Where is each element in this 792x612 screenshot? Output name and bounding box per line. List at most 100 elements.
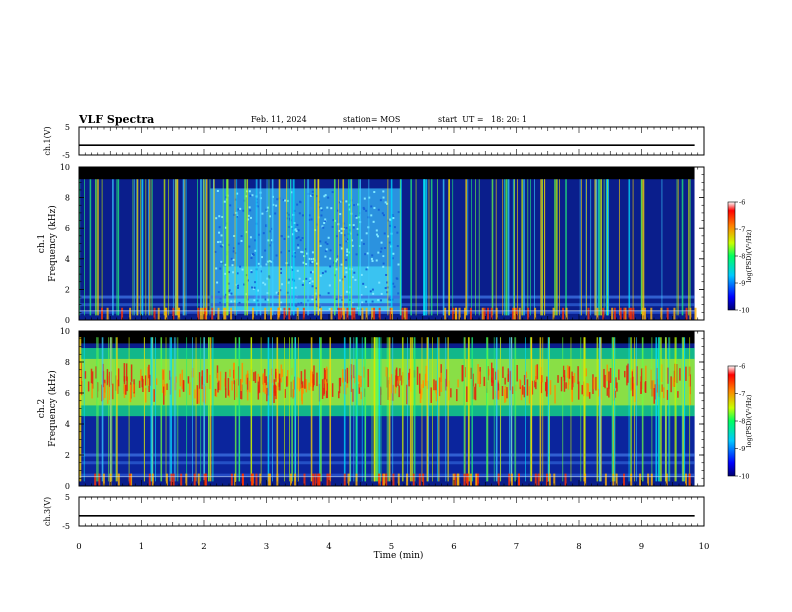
xtick-label: 8 — [576, 542, 581, 552]
ch1-spectrogram-low-freq-burst — [632, 307, 635, 320]
ch3-waveform-ytick-label: 5 — [65, 493, 70, 502]
ch2-spectrogram-hot-streak — [418, 373, 421, 394]
ch1-spectrogram-speckle — [220, 234, 223, 237]
ch2-spectrogram-low-freq-burst — [303, 473, 306, 486]
ch1-spectrogram-speckle — [384, 247, 387, 250]
ch1-spectrogram-speckle — [287, 213, 290, 216]
ch2-spectrogram-hot-streak — [462, 365, 464, 382]
ch2-spectrogram-hot-streak — [91, 371, 94, 389]
ch1-spectrogram-speckle — [233, 213, 236, 216]
ch1-spectrogram-speckle — [243, 283, 246, 286]
ch1-spectrogram-speckle — [251, 194, 254, 197]
ch1-spectrogram-speckle — [287, 281, 290, 284]
ch1-spectrogram-speckle — [389, 224, 392, 227]
ch1-spectrogram-speckle — [280, 235, 283, 238]
ch2-spectrogram-low-freq-burst — [510, 473, 513, 486]
ch1-spectrogram-speckle — [311, 194, 314, 197]
ch1-spectrogram-speckle — [316, 195, 319, 198]
ch2-spectrogram-hot-streak — [606, 364, 609, 382]
ch2-spectrogram-hot-streak — [163, 369, 165, 387]
ch2-spectrogram-hot-streak — [573, 373, 576, 383]
ch1-spectrogram-speckle — [249, 209, 252, 212]
ch1-spectrogram-speckle — [380, 299, 383, 302]
ch2-spectrogram-hot-streak — [609, 367, 612, 383]
ch1-spectrogram-speckle — [355, 253, 358, 256]
ch2-spectrogram-hot-streak — [257, 373, 259, 382]
ch1-spectrogram-speckle — [329, 265, 332, 268]
ch1-spectrogram-speckle — [382, 262, 385, 265]
ch1-spectrogram-speckle — [284, 199, 287, 202]
ch2-spectrogram-hot-streak — [563, 370, 566, 381]
start-time-label: start UT = 18: 20: 1 — [438, 115, 528, 124]
ch1-spectrogram-speckle — [396, 245, 399, 248]
ch1-spectrogram-low-freq-burst — [330, 307, 333, 320]
ch1-spectrogram-speckle — [391, 257, 394, 260]
ch1-spectrogram-speckle — [360, 273, 363, 276]
ch2-spectrogram-low-freq-burst — [230, 473, 233, 486]
ch1-spectrogram-speckle — [253, 286, 256, 289]
ch2-spectrogram-hot-streak — [409, 368, 411, 379]
ch2-spectrogram-hot-streak — [104, 383, 106, 398]
ch2-spectrogram-low-freq-burst — [412, 473, 415, 486]
ch2-spectrogram-hot-streak — [125, 363, 128, 381]
ch2-spectrogram-hot-streak — [391, 374, 393, 394]
ch1-spectrogram-speckle — [324, 241, 327, 244]
ch1-spectrogram-speckle — [311, 285, 314, 288]
ch2-spectrogram-hot-streak — [140, 369, 142, 381]
ch1-spectrogram-ytick-label: 6 — [65, 224, 70, 233]
ch1-spectrogram-low-freq-burst — [217, 307, 220, 320]
ch2-spectrogram-hot-streak — [182, 380, 185, 392]
ch1-spectrogram-speckle — [324, 218, 327, 221]
ch1-spectrogram-band — [79, 295, 695, 299]
ch2-spectrogram-hot-streak — [125, 384, 127, 395]
ch2-spectrogram-hot-streak — [554, 384, 556, 404]
ch2-spectrogram-hot-streak — [321, 379, 324, 399]
ch1-spectrogram-speckle — [230, 292, 233, 295]
ch1-spectrogram-low-freq-burst — [463, 307, 466, 320]
ch1-spectrogram-low-freq-burst — [353, 307, 356, 320]
ch1-spectrogram-speckle — [310, 218, 313, 221]
ch1-spectrogram-speckle — [294, 228, 297, 231]
ch1-spectrogram-speckle — [340, 232, 343, 235]
ch2-spectrogram-low-freq-burst — [553, 473, 556, 486]
ch1-spectrogram-speckle — [249, 236, 252, 239]
ch2-spectrogram-hot-streak — [535, 365, 537, 382]
ch2-spectrogram-hot-streak — [240, 384, 243, 400]
ch1-spectrogram-speckle — [234, 198, 237, 201]
ch1-spectrogram-colorbar-label: log(PSD)(V²/Hz) — [745, 229, 753, 282]
ch1-spectrogram-speckle — [335, 235, 338, 238]
ch1-spectrogram-speckle — [232, 258, 235, 261]
ch1-spectrogram-speckle — [328, 307, 331, 310]
ch1-spectrogram-speckle — [257, 262, 260, 265]
ch1-spectrogram-speckle — [372, 220, 375, 223]
ch1-spectrogram-speckle — [266, 260, 269, 263]
ch2-spectrogram-hot-streak — [495, 371, 497, 380]
ch2-spectrogram-colorbar-tick-label: -10 — [739, 473, 749, 481]
ch2-spectrogram-ytick-label: 6 — [65, 389, 70, 398]
ch2-spectrogram-low-freq-burst — [151, 473, 154, 486]
ch1-spectrogram-speckle — [364, 285, 367, 288]
ch1-spectrogram-low-freq-burst — [666, 307, 669, 320]
ch1-spectrogram-speckle — [326, 243, 329, 246]
ch2-spectrogram-hot-streak — [126, 376, 128, 392]
ch1-spectrogram-speckle — [353, 271, 356, 274]
ch1-spectrogram-ytick-label: 4 — [65, 255, 70, 264]
ch1-spectrogram-low-freq-burst — [660, 307, 663, 320]
ch2-spectrogram-low-freq-burst — [343, 473, 346, 486]
ch2-spectrogram-hot-streak — [457, 379, 459, 388]
ch2-spectrogram-hot-streak — [497, 369, 499, 383]
ch2-spectrogram-hot-streak — [325, 366, 328, 380]
ch1-spectrogram-speckle — [308, 282, 311, 285]
ch1-spectrogram-speckle — [297, 236, 300, 239]
ch2-spectrogram-hot-streak — [331, 383, 334, 397]
ch2-spectrogram-hot-streak — [106, 369, 109, 386]
ch2-spectrogram-low-freq-burst — [382, 473, 385, 486]
ch1-spectrogram-speckle — [339, 244, 342, 247]
ch1-spectrogram-speckle — [270, 260, 273, 263]
ch2-spectrogram-hot-streak — [129, 384, 132, 403]
ch1-spectrogram-speckle — [386, 291, 389, 294]
ch2-spectrogram-hot-streak — [520, 386, 523, 401]
ch1-spectrogram-speckle — [329, 257, 332, 260]
ch1-spectrogram-low-freq-burst — [101, 307, 104, 320]
ch1-spectrogram-colorbar — [727, 201, 736, 311]
